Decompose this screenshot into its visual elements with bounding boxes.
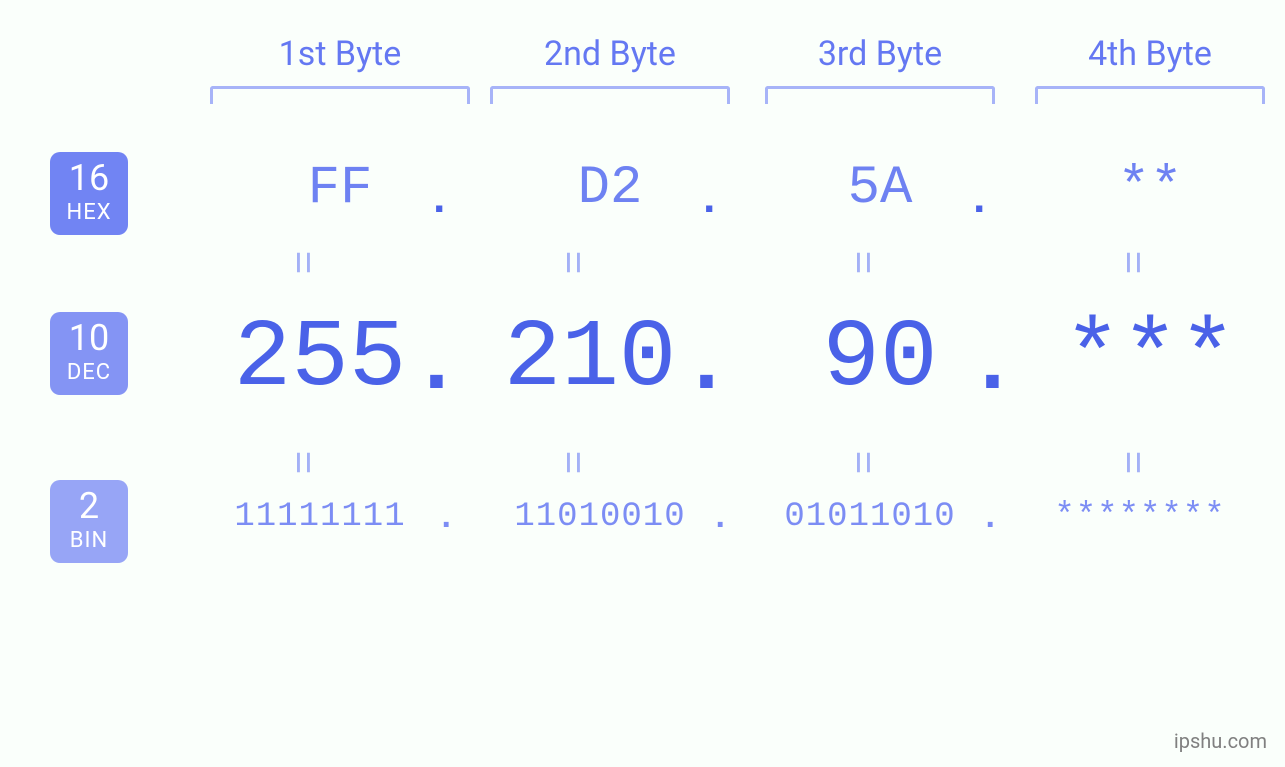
badge-dec-num: 10 (50, 320, 128, 356)
bracket-2 (490, 86, 730, 104)
eq-hex-dec-3: = (838, 243, 883, 283)
byte-header-2: 2nd Byte (510, 34, 710, 74)
hex-dot-1: . (426, 176, 452, 226)
bin-dot-1: . (436, 500, 456, 538)
badge-hex-label: HEX (50, 200, 128, 225)
hex-dot-2: . (696, 176, 722, 226)
bin-byte-2: 11010010 (470, 498, 730, 536)
badge-bin-num: 2 (50, 488, 128, 524)
badge-bin: 2 BIN (50, 480, 128, 563)
byte-header-1: 1st Byte (240, 34, 440, 74)
eq-hex-dec-4: = (1108, 243, 1153, 283)
eq-dec-bin-1: = (278, 443, 323, 483)
badge-dec-label: DEC (50, 360, 128, 385)
bin-dot-2: . (710, 500, 730, 538)
dec-dot-3: . (966, 316, 1019, 415)
eq-dec-bin-3: = (838, 443, 883, 483)
hex-byte-4: ** (1020, 158, 1280, 219)
eq-hex-dec-2: = (548, 243, 593, 283)
badge-hex-num: 16 (50, 160, 128, 196)
bracket-1 (210, 86, 470, 104)
bracket-4 (1035, 86, 1265, 104)
bin-byte-1: 11111111 (190, 498, 450, 536)
bin-byte-3: 01011010 (740, 498, 1000, 536)
badge-hex: 16 HEX (50, 152, 128, 235)
hex-dot-3: . (966, 176, 992, 226)
bracket-3 (765, 86, 995, 104)
dec-dot-1: . (410, 316, 463, 415)
eq-dec-bin-4: = (1108, 443, 1153, 483)
bin-byte-4: ******** (1010, 498, 1270, 536)
watermark: ipshu.com (1174, 729, 1267, 753)
byte-header-3: 3rd Byte (780, 34, 980, 74)
byte-header-4: 4th Byte (1050, 34, 1250, 74)
eq-dec-bin-2: = (548, 443, 593, 483)
dec-byte-4: *** (1020, 304, 1280, 413)
badge-dec: 10 DEC (50, 312, 128, 395)
badge-bin-label: BIN (50, 528, 128, 553)
bin-dot-3: . (980, 500, 1000, 538)
dec-dot-2: . (680, 316, 733, 415)
eq-hex-dec-1: = (278, 243, 323, 283)
